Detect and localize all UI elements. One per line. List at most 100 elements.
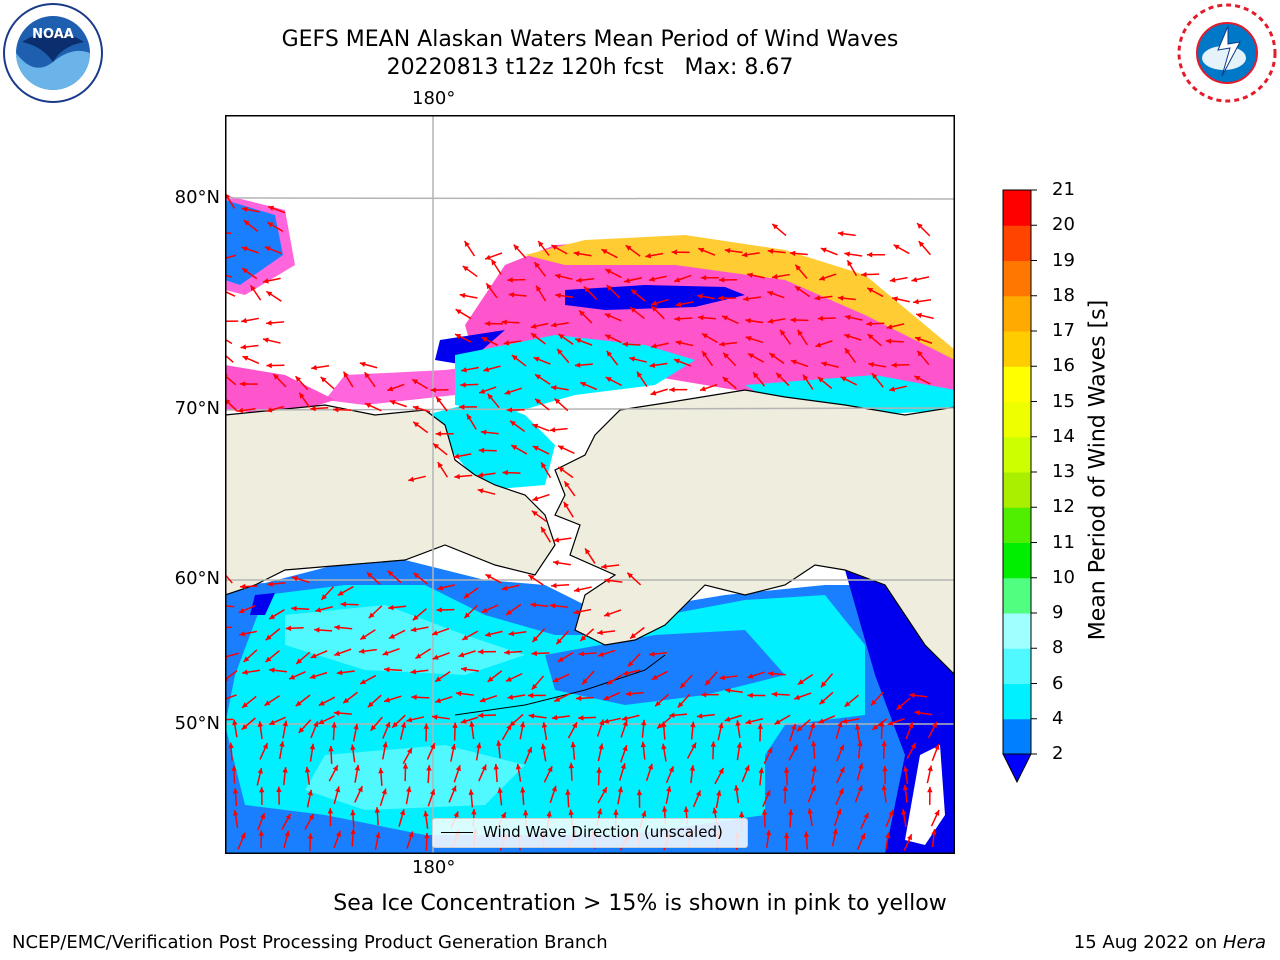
- wave-direction-arrow: [225, 374, 237, 386]
- wave-direction-arrowhead: [867, 287, 874, 293]
- wave-direction-arrowhead: [337, 590, 344, 596]
- wave-direction-arrowhead: [497, 787, 503, 794]
- wave-direction-arrowhead: [242, 355, 249, 361]
- lat-label-70: 70°N: [174, 398, 220, 419]
- wave-direction-arrowhead: [580, 635, 587, 641]
- wave-direction-arrowhead: [354, 764, 360, 771]
- wave-direction-arrowhead: [820, 681, 827, 688]
- colorbar-segment: [1003, 366, 1031, 402]
- wave-direction-arrowhead: [284, 830, 290, 837]
- wave-direction-arrowhead: [461, 367, 467, 373]
- wave-direction-arrowhead: [389, 399, 396, 406]
- wave-direction-arrowhead: [309, 673, 316, 679]
- wave-direction-arrowhead: [526, 747, 533, 754]
- wave-direction-arrowhead: [554, 696, 561, 702]
- wave-direction-arrowhead: [695, 790, 701, 797]
- wave-direction-arrowhead: [718, 277, 725, 283]
- wave-direction-arrowhead: [374, 807, 381, 813]
- wave-direction-arrowhead: [331, 722, 337, 728]
- wave-direction-arrowhead: [918, 241, 925, 247]
- wave-direction-arrowhead: [462, 265, 469, 272]
- wave-direction-arrowhead: [565, 789, 571, 795]
- wave-direction-arrowhead: [636, 371, 643, 378]
- footer-date: 15 Aug 2022 on Hera: [1074, 932, 1266, 953]
- wave-direction-arrowhead: [430, 743, 436, 750]
- wave-direction-arrowhead: [471, 809, 477, 815]
- wave-direction-arrowhead: [809, 722, 816, 729]
- wave-direction-arrowhead: [914, 336, 921, 342]
- wave-direction-arrowhead: [382, 650, 389, 656]
- wave-direction-arrowhead: [636, 789, 643, 796]
- wave-direction-arrowhead: [906, 834, 912, 841]
- wave-direction-arrowhead: [579, 310, 585, 317]
- wave-direction-arrowhead: [388, 633, 395, 639]
- wave-direction-arrowhead: [889, 277, 896, 283]
- wave-direction-arrowhead: [818, 718, 825, 724]
- wave-direction-arrowhead: [240, 344, 247, 350]
- wave-direction-arrowhead: [232, 719, 238, 726]
- wave-direction-arrowhead: [840, 376, 847, 382]
- wave-direction-arrowhead: [528, 713, 535, 719]
- wave-direction-arrowhead: [931, 829, 937, 835]
- wave-direction-arrowhead: [412, 379, 419, 385]
- wave-direction-arrowhead: [701, 333, 708, 339]
- wave-direction-arrowhead: [242, 702, 249, 708]
- wave-direction-arrowhead: [838, 788, 844, 795]
- wave-direction-arrowhead: [857, 740, 863, 747]
- wave-direction-arrowhead: [243, 220, 250, 226]
- wave-direction-arrowhead: [511, 445, 518, 451]
- wave-direction-arrowhead: [295, 376, 302, 383]
- wave-direction-arrowhead: [674, 277, 681, 283]
- colorbar-segment: [1003, 472, 1031, 508]
- wave-direction-arrowhead: [451, 785, 457, 792]
- wave-direction-arrowhead: [934, 744, 940, 750]
- wave-direction-arrowhead: [392, 721, 399, 728]
- wave-direction-arrowhead: [605, 269, 612, 275]
- wave-direction-arrowhead: [605, 334, 612, 340]
- wave-direction-arrowhead: [668, 766, 674, 773]
- wave-direction-arrowhead: [426, 765, 432, 771]
- wave-direction-arrowhead: [741, 251, 748, 258]
- wave-direction-arrowhead: [506, 609, 513, 615]
- wave-direction-arrowhead: [597, 629, 603, 636]
- wave-direction-arrowhead: [700, 691, 707, 698]
- wave-direction-arrowhead: [406, 786, 412, 793]
- wave-direction-arrowhead: [866, 321, 872, 327]
- wave-direction-arrowhead: [502, 469, 508, 476]
- wave-direction-arrowhead: [508, 292, 515, 298]
- colorbar-segment: [1003, 507, 1031, 543]
- wave-direction-arrowhead: [455, 690, 462, 697]
- wave-direction-arrowhead: [264, 700, 271, 706]
- wave-direction-arrowhead: [794, 286, 801, 292]
- wave-direction-arrowhead: [459, 292, 466, 299]
- wave-direction-arrowhead: [535, 398, 541, 405]
- wave-direction-arrowhead: [508, 630, 515, 637]
- wave-direction-arrowhead: [792, 744, 798, 751]
- wave-direction-arrow: [225, 274, 233, 278]
- wave-direction-arrowhead: [790, 317, 796, 323]
- footer-date-text: 15 Aug 2022 on: [1073, 932, 1223, 953]
- wave-direction-arrowhead: [647, 763, 654, 770]
- wave-direction-arrowhead: [266, 291, 273, 297]
- wave-direction-arrowhead: [767, 318, 774, 324]
- wave-direction-arrowhead: [468, 789, 474, 795]
- wave-direction-arrowhead: [406, 747, 412, 754]
- wave-direction-arrowhead: [622, 745, 628, 752]
- wave-direction-arrowhead: [783, 832, 790, 839]
- wave-direction-arrowhead: [321, 594, 328, 600]
- wave-direction-arrowhead: [310, 653, 317, 659]
- wave-direction-arrowhead: [464, 240, 470, 247]
- wave-direction-arrowhead: [478, 447, 485, 454]
- wave-direction-arrowhead: [872, 373, 878, 380]
- wave-direction-arrowhead: [689, 765, 696, 771]
- wave-direction-arrowhead: [408, 476, 415, 482]
- wave-direction-arrowhead: [598, 743, 604, 750]
- colorbar-segment: [1003, 295, 1031, 332]
- wave-direction-arrowhead: [454, 473, 460, 480]
- wave-direction-arrowhead: [881, 784, 888, 791]
- wave-direction-arrowhead: [366, 572, 373, 578]
- wave-direction-arrowhead: [624, 277, 631, 284]
- wave-direction-arrowhead: [491, 259, 497, 266]
- wave-direction-arrowhead: [669, 386, 675, 393]
- wave-direction-arrowhead: [530, 602, 536, 608]
